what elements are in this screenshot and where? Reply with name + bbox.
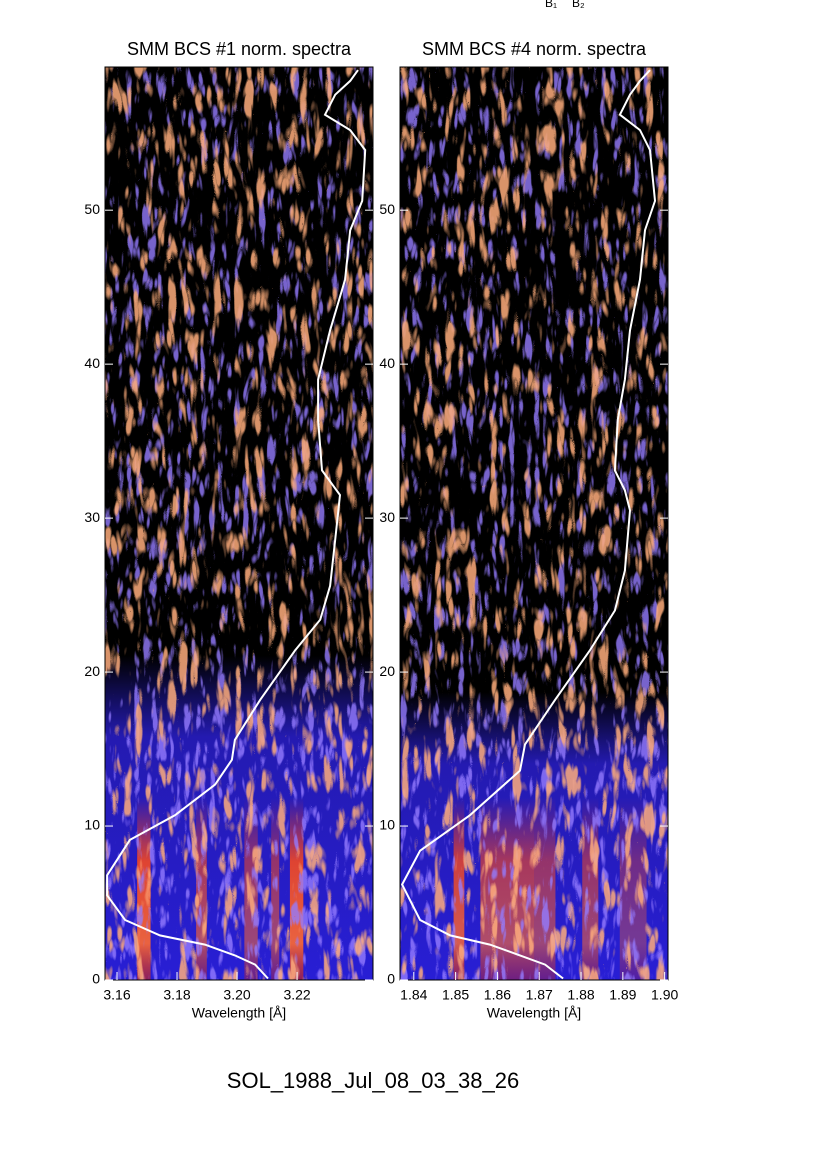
y-tick-label: 10: [379, 817, 395, 833]
x-tick-label: 1.88: [567, 987, 594, 1003]
x-axis-label: Wavelength [Å]: [192, 1005, 286, 1021]
y-tick-label: 40: [84, 355, 100, 371]
x-tick-label: 1.86: [484, 987, 511, 1003]
y-tick-label: 0: [92, 971, 100, 987]
panel-title: SMM BCS #1 norm. spectra: [127, 39, 352, 59]
heatmap-noise: [400, 67, 668, 980]
panel-title: SMM BCS #4 norm. spectra: [422, 39, 647, 59]
y-tick-label: 20: [84, 663, 100, 679]
y-tick-label: 50: [84, 201, 100, 217]
x-tick-label: 1.89: [609, 987, 636, 1003]
profile-line: [106, 69, 367, 980]
x-tick-label: 3.16: [103, 987, 130, 1003]
y-tick-label: 10: [84, 817, 100, 833]
y-tick-label: 0: [387, 971, 395, 987]
x-tick-label: 3.22: [283, 987, 310, 1003]
y-tick-label: 20: [379, 663, 395, 679]
x-axis-label: Wavelength [Å]: [487, 1005, 581, 1021]
x-tick-label: 1.85: [442, 987, 469, 1003]
x-tick-label: 1.87: [526, 987, 553, 1003]
x-tick-label: 3.18: [163, 987, 190, 1003]
plot-frame: [399, 66, 669, 981]
heatmap-noise: [105, 67, 373, 980]
y-tick-label: 40: [379, 355, 395, 371]
y-tick-label: 30: [84, 509, 100, 525]
profile-line: [400, 69, 657, 980]
x-tick-label: 1.90: [651, 987, 678, 1003]
x-tick-label: 3.20: [223, 987, 250, 1003]
x-tick-label: 1.84: [400, 987, 427, 1003]
y-tick-label: 30: [379, 509, 395, 525]
y-tick-label: 50: [379, 201, 395, 217]
top-label: B₂: [572, 0, 585, 10]
top-label: B₁: [545, 0, 557, 10]
plot-frame: [104, 66, 374, 981]
footer-label: SOL_1988_Jul_08_03_38_26: [227, 1068, 519, 1093]
panel: SMM BCS #1 norm. spectra Wavelength [Å] 0 1…: [84, 39, 374, 1021]
